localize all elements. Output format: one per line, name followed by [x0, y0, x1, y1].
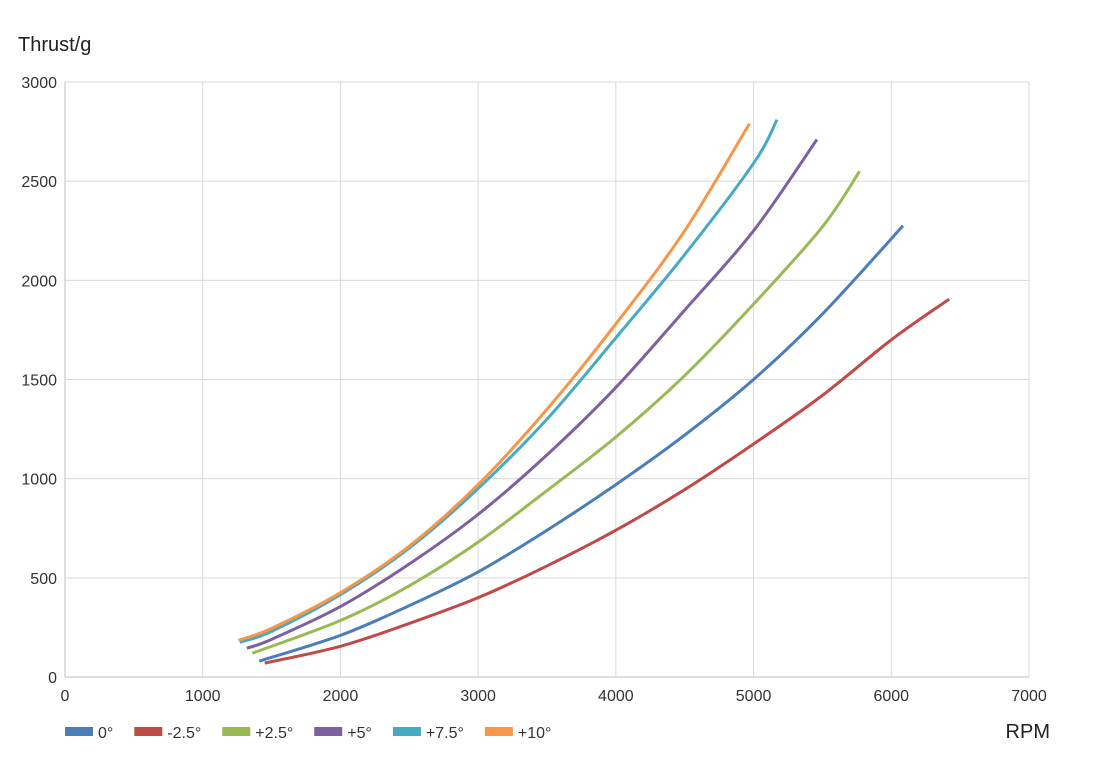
x-tick-label: 4000 [598, 688, 634, 705]
legend-swatch [484, 727, 513, 736]
legend-swatch [222, 727, 251, 736]
gridlines [65, 81, 1030, 677]
legend-item: +2.5° [222, 725, 293, 742]
x-tick-label: 5000 [736, 688, 772, 705]
series-line-1 [264, 297, 950, 665]
legend-item: +7.5° [392, 725, 464, 742]
legend-label: -2.5° [167, 725, 201, 742]
legend-swatch [314, 727, 343, 736]
x-tick-label: 1000 [185, 688, 221, 705]
y-tick-label: 1500 [21, 373, 57, 390]
legend-label: +5° [347, 725, 372, 742]
legend-label: +7.5° [426, 725, 464, 742]
y-axis-title: Thrust/g [18, 34, 91, 56]
x-tick-label: 6000 [873, 688, 909, 705]
x-tick-label: 7000 [1011, 688, 1047, 705]
y-tick-label: 1000 [21, 472, 57, 489]
legend-item: -2.5° [134, 725, 201, 742]
legend-item: +5° [314, 725, 372, 742]
series-line-5 [238, 122, 751, 642]
legend-item: +10° [484, 725, 552, 742]
axes [64, 82, 1029, 678]
series-line-2 [251, 170, 861, 655]
series-line-3 [246, 138, 819, 650]
legend-item: 0° [65, 725, 113, 742]
series-line-4 [239, 118, 779, 644]
series-line-0 [258, 224, 905, 663]
x-axis-title: RPM [1006, 721, 1050, 743]
legend-label: +10° [518, 725, 552, 742]
tick-labels: 0 1000 2000 3000 4000 5000 6000 7000 0 500 1000 150… [21, 75, 1046, 705]
x-tick-label: 2000 [323, 688, 359, 705]
legend-label: 0° [98, 725, 113, 742]
legend-swatch [392, 727, 421, 736]
y-tick-label: 500 [30, 571, 57, 588]
y-tick-label: 0 [48, 670, 57, 687]
y-tick-label: 2000 [21, 273, 57, 290]
x-tick-label: 3000 [460, 688, 496, 705]
series-lines [238, 118, 950, 665]
legend-swatch [134, 727, 163, 736]
y-tick-label: 2500 [21, 174, 57, 191]
legend: 0° -2.5° +2.5° +5° +7.5° +10° [65, 725, 551, 742]
legend-swatch [65, 727, 93, 736]
x-tick-label: 0 [61, 688, 70, 705]
legend-label: +2.5° [255, 725, 293, 742]
y-tick-label: 3000 [21, 75, 57, 92]
